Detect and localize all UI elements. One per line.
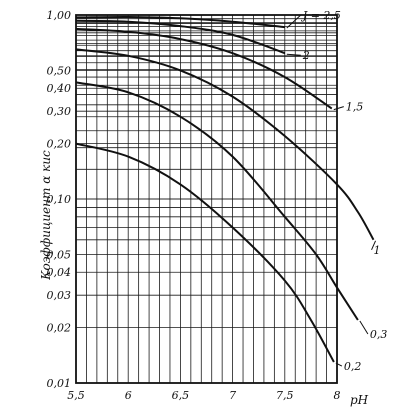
label-leader	[286, 14, 302, 29]
y-tick-label: 0,02	[47, 322, 72, 335]
x-tick-label: 5,5	[67, 389, 85, 402]
label-leader	[286, 53, 301, 56]
series-label-3: 1,5	[346, 101, 364, 114]
x-tick-label: 7	[229, 389, 236, 402]
y-tick-label: 0,05	[47, 248, 72, 261]
y-tick-label: 0,04	[47, 266, 72, 279]
y-tick-label: 0,50	[47, 64, 72, 77]
series-label-1: J = 2,5	[301, 9, 341, 22]
series-line-5	[75, 81, 359, 321]
grid	[75, 14, 338, 384]
series-line-2	[75, 19, 286, 55]
series-label-2: 2	[302, 49, 310, 62]
y-tick-label: 0,10	[47, 193, 72, 206]
plot-frame	[75, 14, 338, 384]
y-tick-label: 0,30	[47, 105, 72, 118]
tick-labels: 5,5 6 6,5 7 7,5 8 0,01 0,02 0,03 0,04 0,05 0,10 0,20…	[47, 9, 341, 402]
curve-labels: J = 2,5 2 1,5 1 0,3 0,2	[286, 9, 388, 373]
y-axis-label: Коэффициент α кис	[39, 150, 53, 281]
series-label-6: 0,2	[344, 360, 362, 373]
curves	[75, 15, 375, 363]
series-line-1	[75, 15, 285, 29]
y-tick-label: 0,01	[47, 377, 72, 390]
y-tick-label: 0,03	[47, 289, 72, 302]
series-label-4: 1	[374, 244, 381, 257]
series-line-6	[75, 142, 335, 363]
x-axis-label: pH	[350, 393, 369, 407]
x-tick-label: 8	[334, 389, 341, 402]
label-leader	[333, 106, 344, 111]
x-tick-label: 6,5	[172, 389, 190, 402]
x-tick-label: 6	[125, 389, 132, 402]
x-tick-label: 7,5	[276, 389, 294, 402]
y-tick-label: 0,40	[47, 82, 72, 95]
y-tick-label: 1,00	[47, 9, 72, 22]
series-line-4	[75, 48, 375, 241]
label-leader	[335, 362, 343, 367]
series-label-5: 0,3	[370, 328, 388, 341]
y-tick-label: 0,20	[47, 138, 72, 151]
label-leader	[371, 240, 376, 251]
series-line-3	[75, 27, 333, 110]
label-leader	[359, 320, 369, 335]
